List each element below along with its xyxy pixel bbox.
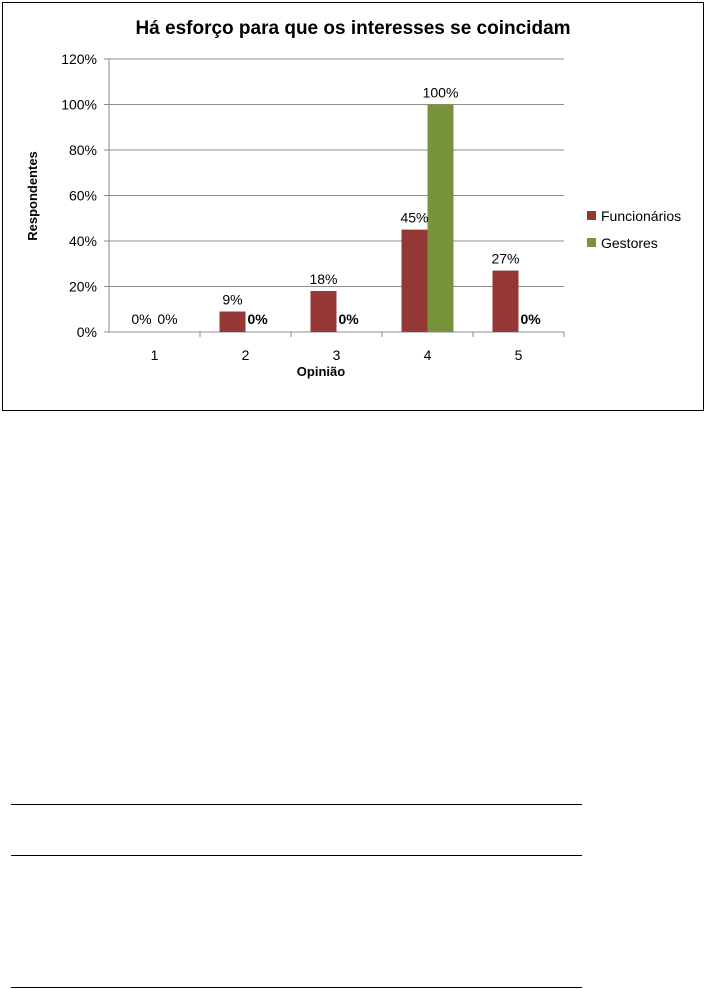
data-label: 0% <box>248 311 269 327</box>
bar-gestores <box>427 104 454 332</box>
y-tick-label: 60% <box>69 188 97 204</box>
x-tick-label: 4 <box>424 347 432 363</box>
divider-line <box>11 855 582 856</box>
data-labels: 0% 0% 9% 0% 18% 0% 45% 100% 27% 0% <box>131 85 541 328</box>
y-tick-label: 20% <box>69 279 97 295</box>
data-label: 27% <box>491 251 519 267</box>
y-axis-title: Respondentes <box>25 151 40 241</box>
chart-frame: Há esforço para que os interesses se coi… <box>2 2 704 411</box>
data-label: 100% <box>423 85 459 101</box>
y-tick-labels: 0% 20% 40% 60% 80% 100% 120% <box>61 51 97 340</box>
data-label: 0% <box>157 311 177 327</box>
y-tick-label: 0% <box>77 324 97 340</box>
chart: Há esforço para que os interesses se coi… <box>25 18 681 379</box>
gridlines <box>104 58 565 337</box>
x-tick-label: 2 <box>242 347 250 363</box>
x-axis-title: Opinião <box>297 364 345 379</box>
bar-funcionarios <box>219 311 246 332</box>
y-tick-label: 100% <box>61 97 97 113</box>
y-tick-label: 120% <box>61 51 97 67</box>
divider-line <box>11 804 582 805</box>
y-tick-label: 40% <box>69 233 97 249</box>
bar-funcionarios <box>401 229 428 332</box>
legend-label: Gestores <box>601 235 658 251</box>
legend-label: Funcionários <box>601 208 681 224</box>
x-tick-labels: 1 2 3 4 5 <box>151 347 523 363</box>
data-label: 0% <box>131 311 151 327</box>
divider-line <box>11 987 582 988</box>
data-label: 45% <box>400 210 428 226</box>
bar-funcionarios <box>492 270 519 332</box>
bar-funcionarios <box>310 291 337 332</box>
legend: Funcionários Gestores <box>587 208 681 251</box>
data-label: 0% <box>521 311 542 327</box>
bars <box>219 104 519 332</box>
data-label: 18% <box>309 271 337 287</box>
data-label: 9% <box>222 292 242 308</box>
data-label: 0% <box>339 311 360 327</box>
legend-swatch <box>587 238 596 247</box>
x-tick-label: 5 <box>515 347 523 363</box>
legend-swatch <box>587 211 596 220</box>
y-tick-label: 80% <box>69 142 97 158</box>
x-tick-label: 3 <box>333 347 341 363</box>
x-tick-label: 1 <box>151 347 159 363</box>
chart-title: Há esforço para que os interesses se coi… <box>135 18 570 39</box>
